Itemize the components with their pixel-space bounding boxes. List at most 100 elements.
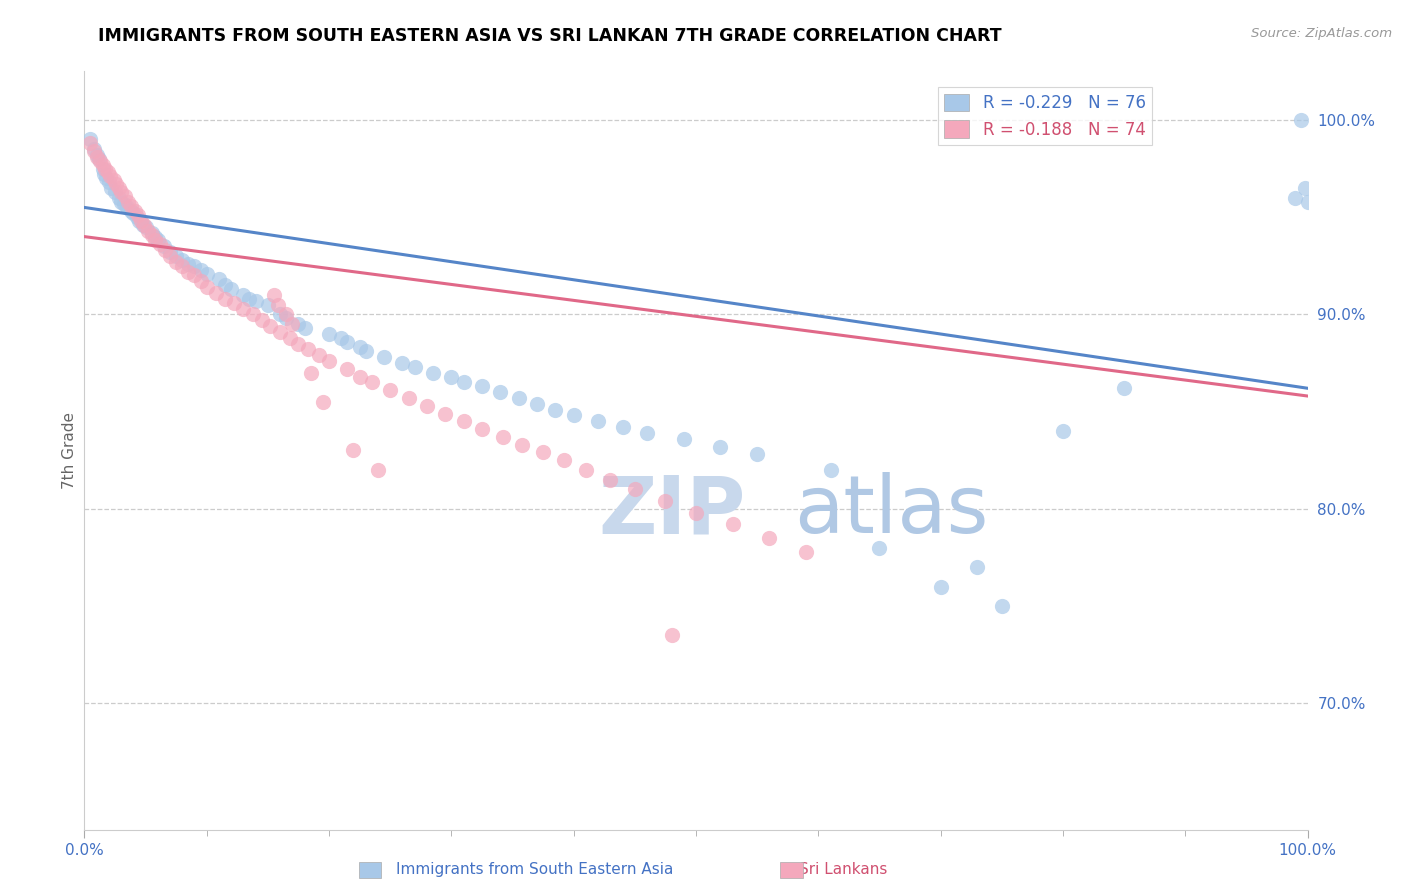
Point [453,414,475,428]
Point [661,628,683,642]
Point [318,326,340,341]
Point [599,473,621,487]
Point [312,395,335,409]
Point [141,226,163,240]
Point [89,153,111,168]
Point [127,208,149,222]
Legend: R = -0.229   N = 76, R = -0.188   N = 74: R = -0.229 N = 76, R = -0.188 N = 74 [938,87,1153,145]
Point [120,204,142,219]
Point [165,255,187,269]
Point [391,356,413,370]
Point [214,278,236,293]
Point [440,369,463,384]
Point [318,354,340,368]
Point [125,210,148,224]
Text: Sri Lankans: Sri Lankans [800,863,887,877]
Point [929,580,952,594]
Point [281,317,304,331]
Point [276,311,298,326]
Point [287,317,309,331]
Point [422,366,444,380]
Point [685,506,707,520]
Point [208,272,231,286]
Point [287,336,309,351]
Point [1052,424,1074,438]
Point [238,292,260,306]
Point [398,391,420,405]
Point [245,293,267,308]
Point [98,169,121,184]
Point [721,517,744,532]
Point [820,463,842,477]
Text: ZIP: ZIP [598,472,745,550]
Point [112,196,135,211]
Point [1284,191,1306,205]
Point [87,152,110,166]
Point [991,599,1014,613]
Point [105,177,128,191]
Point [794,544,817,558]
Point [117,194,139,209]
Point [544,402,567,417]
Point [91,158,114,172]
Point [177,264,200,278]
Text: Source: ZipAtlas.com: Source: ZipAtlas.com [1251,27,1392,40]
Point [562,409,585,423]
Point [120,198,142,212]
Point [86,148,108,162]
Point [266,298,288,312]
Point [489,385,512,400]
Point [308,348,330,362]
Point [349,340,371,354]
Point [110,185,132,199]
Point [214,292,236,306]
Point [143,234,166,248]
Point [586,414,609,428]
Point [380,383,402,397]
Point [758,531,780,545]
Point [1114,381,1136,395]
Text: Immigrants from South Eastern Asia: Immigrants from South Eastern Asia [395,863,673,877]
Point [177,257,200,271]
Point [636,425,658,440]
Point [330,331,353,345]
Point [672,432,695,446]
Point [141,227,163,242]
Point [97,165,120,179]
Point [83,144,105,158]
Point [91,161,114,176]
Point [93,168,115,182]
Point [103,173,125,187]
Point [79,136,101,151]
Point [172,259,194,273]
Point [553,453,575,467]
Point [269,325,291,339]
Point [354,344,377,359]
Point [624,483,647,497]
Point [159,245,181,260]
Point [195,267,218,281]
Point [453,376,475,390]
Point [709,440,731,454]
Point [416,399,439,413]
Point [219,282,242,296]
Point [1296,194,1319,209]
Point [107,191,129,205]
Point [79,132,101,146]
Point [367,463,389,477]
Point [257,298,280,312]
Point [654,494,676,508]
Y-axis label: 7th Grade: 7th Grade [62,412,77,489]
Point [222,295,245,310]
Point [149,237,172,252]
Point [747,447,769,461]
Point [128,214,150,228]
Point [276,307,298,321]
Point [342,443,364,458]
Point [97,175,120,189]
Point [508,391,530,405]
Point [242,307,264,321]
Point [869,541,891,555]
Point [114,188,136,202]
Point [190,262,212,277]
